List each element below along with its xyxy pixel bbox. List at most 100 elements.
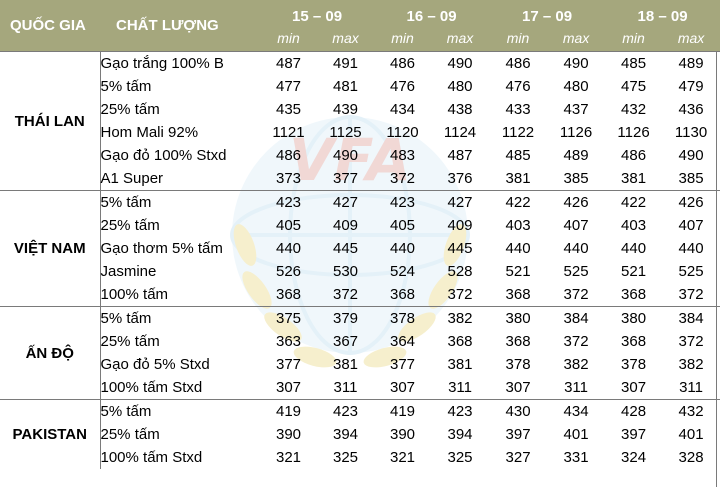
max-price-cell: 394: [332, 426, 359, 443]
table-row: 25% tấm 363 367 364 368 368 372 368 372: [0, 330, 720, 353]
min-price-cell: 368: [505, 286, 531, 303]
table-row: 25% tấm 390 394 390 394 397 401 397 401: [0, 423, 720, 446]
quality-cell: 25% tấm: [100, 426, 160, 443]
max-price-cell: 379: [317, 306, 375, 330]
max-price-cell: 368: [447, 333, 473, 350]
header-quality: CHẤT LƯỢNG: [116, 17, 219, 34]
min-price-cell: 1120: [386, 124, 419, 141]
header-date: 15 – 09: [291, 8, 343, 25]
max-price-cell: 372: [332, 286, 359, 303]
table-row: 25% tấm 435 439 434 438 433 437 432 436: [0, 98, 720, 121]
min-price-cell: 486: [275, 147, 302, 164]
max-price-cell: 401: [563, 426, 589, 443]
max-price-cell: 426: [547, 190, 606, 214]
table-row: Jasmine 526 530 524 528 521 525 521 525: [0, 260, 720, 283]
max-price-cell: 491: [317, 51, 375, 75]
min-price-cell: 364: [390, 333, 416, 350]
quality-cell: 100% tấm Stxd: [100, 449, 203, 466]
max-price-cell: 480: [447, 78, 473, 95]
max-price-cell: 438: [447, 101, 473, 118]
country-cell: VIỆT NAM: [0, 190, 101, 307]
min-price-cell: 368: [390, 286, 416, 303]
max-price-cell: 490: [332, 147, 359, 164]
min-price-cell: 368: [275, 286, 302, 303]
max-price-cell: 489: [563, 147, 589, 164]
max-price-cell: 311: [333, 379, 358, 396]
min-price-cell: 476: [505, 78, 531, 95]
min-price-cell: 521: [505, 263, 531, 280]
max-price-cell: 331: [563, 449, 589, 466]
min-price-cell: 433: [505, 101, 531, 118]
table-row: 100% tấm 368 372 368 372 368 372 368 372: [0, 283, 720, 307]
table-row: 5% tấm 477 481 476 480 476 480 475 479: [0, 75, 720, 98]
max-price-cell: 434: [547, 399, 606, 423]
header-min: min: [506, 30, 530, 46]
min-price-cell: 307: [390, 379, 416, 396]
max-price-cell: 409: [447, 217, 473, 234]
table-row: Gạo đỏ 5% Stxd 377 381 377 381 378 382 378 382: [0, 353, 720, 376]
header-min: min: [277, 30, 300, 46]
quality-cell: 100% tấm Stxd: [100, 379, 203, 396]
max-price-cell: 528: [447, 263, 473, 280]
max-price-cell: 311: [448, 379, 472, 396]
table-row: Gạo thơm 5% tấm 440 445 440 445 440 440 440 440: [0, 237, 720, 260]
table-row: ẤN ĐỘ 5% tấm 375 379 378 382 380 384 380 384: [0, 306, 720, 400]
min-price-cell: 405: [275, 217, 302, 234]
table-body: THÁI LAN Gạo trắng 100% B 487 491 486 490 486 4…: [0, 51, 720, 469]
max-price-cell: 325: [332, 449, 359, 466]
min-price-cell: 423: [374, 190, 432, 214]
max-price-cell: 439: [332, 101, 359, 118]
max-price-cell: 394: [447, 426, 473, 443]
min-price-cell: 381: [621, 170, 647, 187]
max-price-cell: 432: [662, 399, 720, 423]
min-price-cell: 307: [275, 379, 302, 396]
min-price-cell: 521: [621, 263, 647, 280]
min-price-cell: 1122: [501, 124, 535, 141]
rice-price-table: QUỐC GIA CHẤT LƯỢNG 15 – 09 16 – 09 17 –…: [0, 0, 720, 469]
header-min: min: [622, 30, 645, 46]
quality-cell: Jasmine: [100, 263, 157, 280]
min-price-cell: 440: [390, 240, 416, 257]
max-price-cell: 481: [332, 78, 359, 95]
min-price-cell: 327: [505, 449, 531, 466]
header-max: max: [332, 30, 359, 46]
max-price-cell: 445: [332, 240, 359, 257]
min-price-cell: 378: [374, 306, 432, 330]
table-row: VIỆT NAM 5% tấm 423 427 423 427 422 426 422 426: [0, 190, 720, 307]
table-row: THÁI LAN Gạo trắng 100% B 487 491 486 490 486 4…: [0, 51, 720, 191]
header-country: QUỐC GIA: [10, 17, 86, 34]
table-right-border: [716, 52, 717, 487]
max-price-cell: 372: [678, 333, 704, 350]
min-price-cell: 476: [390, 78, 416, 95]
max-price-cell: 479: [678, 78, 704, 95]
max-price-cell: 427: [317, 190, 375, 214]
max-price-cell: 401: [678, 426, 704, 443]
min-price-cell: 435: [275, 101, 302, 118]
country-cell: ẤN ĐỘ: [0, 306, 101, 400]
max-price-cell: 382: [678, 356, 704, 373]
min-price-cell: 368: [621, 333, 647, 350]
max-price-cell: 382: [431, 306, 490, 330]
min-price-cell: 486: [374, 51, 432, 75]
header-date: 18 – 09: [637, 8, 688, 25]
quality-cell: Gạo đỏ 5% Stxd: [100, 356, 210, 373]
max-price-cell: 525: [563, 263, 589, 280]
min-price-cell: 377: [275, 356, 302, 373]
header-max: max: [562, 30, 590, 46]
min-price-cell: 372: [390, 170, 416, 187]
max-price-cell: 1125: [329, 124, 362, 141]
max-price-cell: 385: [678, 170, 704, 187]
max-price-cell: 423: [317, 399, 375, 423]
min-price-cell: 475: [621, 78, 647, 95]
min-price-cell: 321: [390, 449, 416, 466]
max-price-cell: 437: [563, 101, 589, 118]
max-price-cell: 372: [563, 286, 589, 303]
min-price-cell: 307: [505, 379, 531, 396]
max-price-cell: 423: [431, 399, 490, 423]
min-price-cell: 419: [260, 399, 317, 423]
quality-cell: 5% tấm: [100, 78, 152, 95]
quality-cell: 5% tấm: [100, 399, 260, 423]
quality-cell: 5% tấm: [100, 190, 260, 214]
min-price-cell: 403: [505, 217, 531, 234]
max-price-cell: 325: [447, 449, 473, 466]
